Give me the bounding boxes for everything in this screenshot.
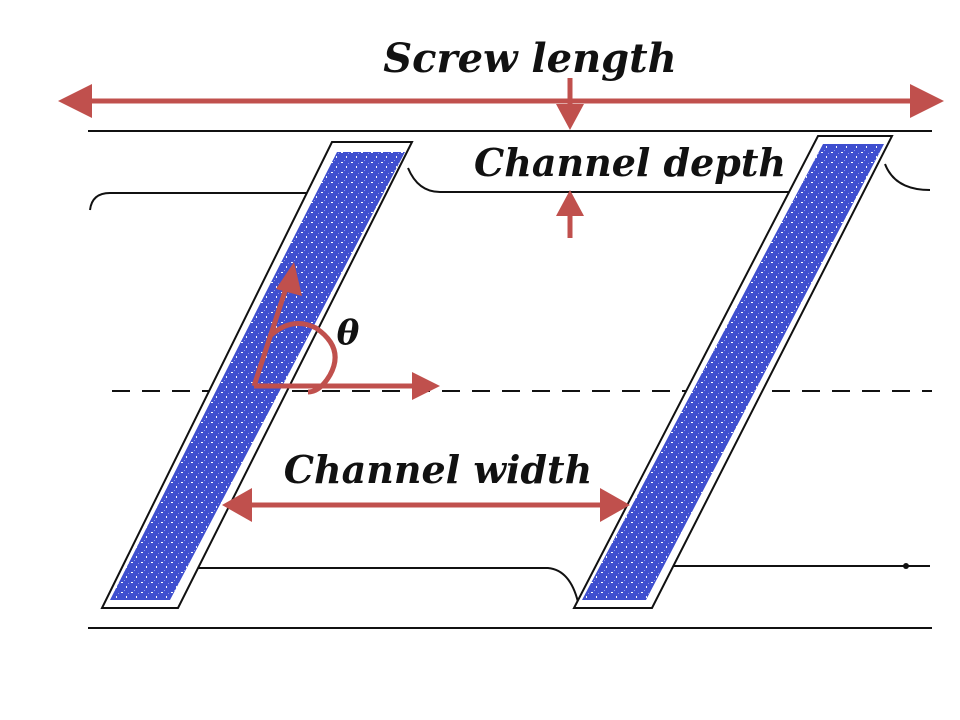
channel-width-arrowhead-left xyxy=(222,488,252,522)
angle-arc xyxy=(268,321,338,395)
screw-root-top-right xyxy=(884,163,931,191)
angle-flight-arrowhead xyxy=(276,262,302,296)
screw-root-top-middle xyxy=(407,167,800,193)
screw-length-arrowhead-left xyxy=(58,84,92,118)
channel-depth-label: Channel depth xyxy=(474,140,786,185)
screw-root-top-left xyxy=(89,192,315,211)
channel-depth-arrowhead-top xyxy=(556,104,584,130)
flight-right-fill xyxy=(582,144,884,600)
screw-root-bottom-middle xyxy=(180,567,579,603)
channel-depth-arrowhead-bottom xyxy=(556,190,584,216)
screw-length-arrowhead-right xyxy=(910,84,944,118)
angle-horizontal-arrowhead xyxy=(412,372,440,400)
channel-width-label: Channel width xyxy=(284,447,593,492)
screw-length-label: Screw length xyxy=(383,35,676,82)
angle-theta-label: θ xyxy=(337,313,360,353)
endpoint-dot xyxy=(903,563,909,569)
channel-width-arrowhead-right xyxy=(600,488,630,522)
